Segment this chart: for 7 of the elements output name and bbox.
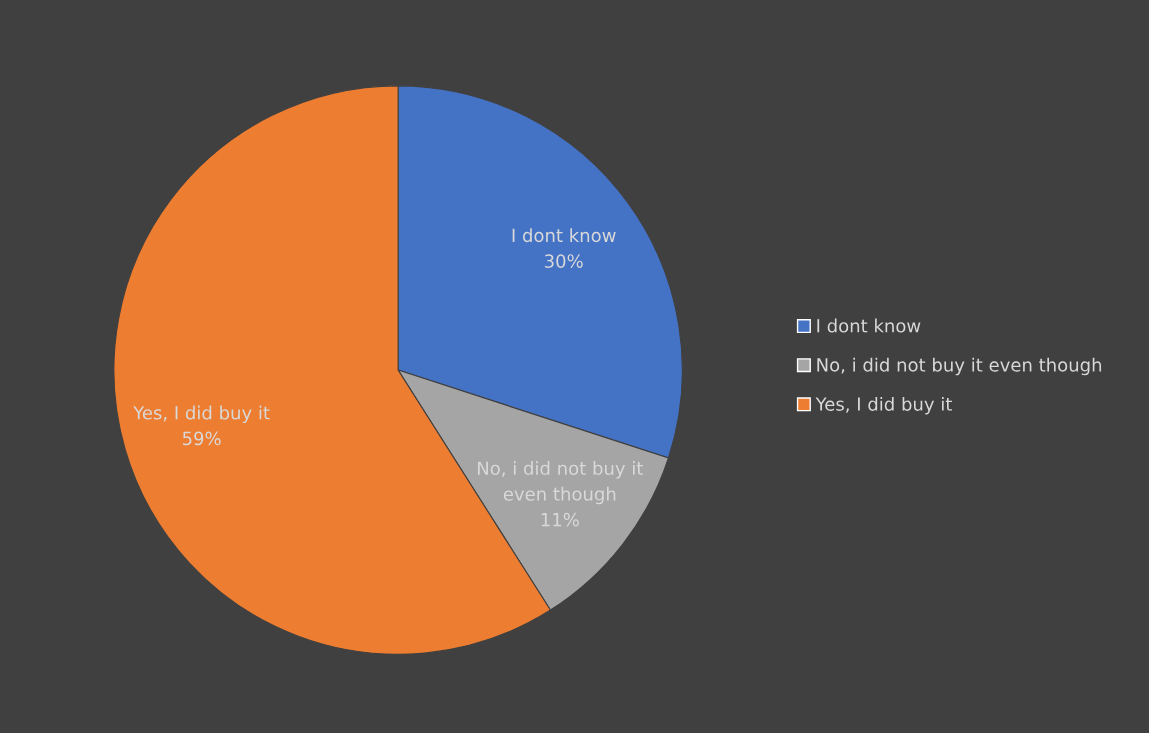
data-label: 30% — [544, 254, 583, 268]
legend-label: No, i did not buy it even though — [817, 357, 1102, 376]
legend-label: Yes, I did buy it — [815, 396, 952, 415]
slice-label: Yes, I did buy it — [133, 405, 270, 424]
data-label: 59% — [182, 431, 221, 446]
legend-label: I dont know — [817, 318, 921, 333]
slice-label: I dont know — [512, 228, 616, 243]
